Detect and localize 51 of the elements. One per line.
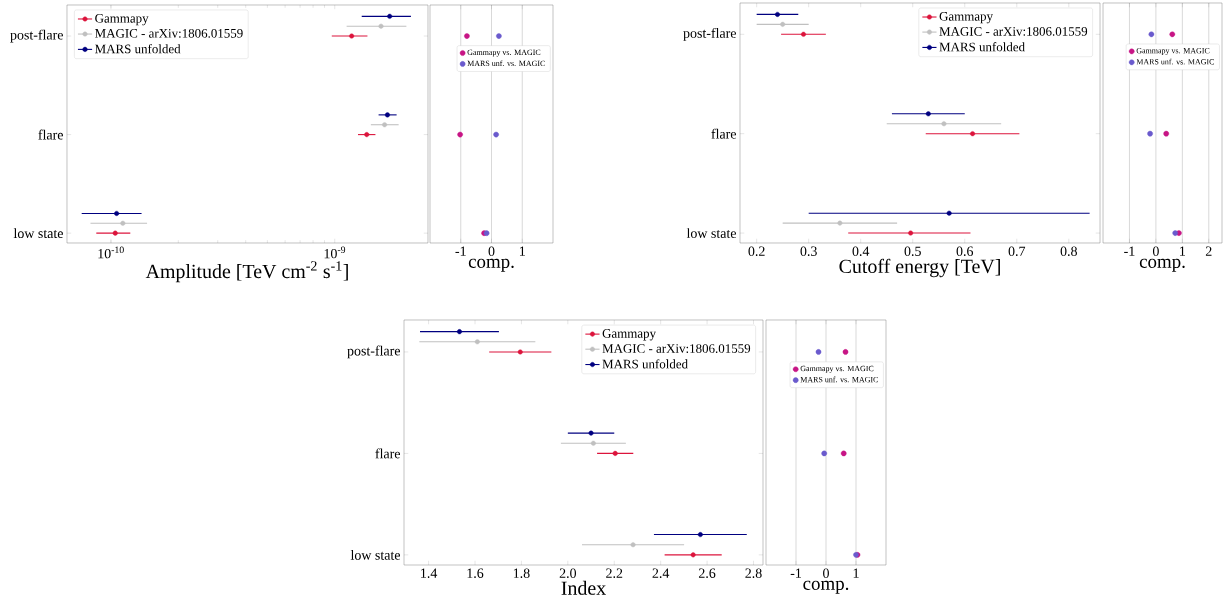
x-axis-title: Cutoff energy [TeV] [839,258,1000,278]
x-axis-title: comp. [803,580,849,594]
x-tick-label: 0.5 [904,246,921,256]
legend-label: MARS unfolded [939,42,1025,52]
x-axis-title: comp. [1139,258,1185,272]
x-tick-label: 1 [1180,246,1185,256]
x-tick-label: 0.4 [852,246,870,256]
y-tick-label: low state [350,549,400,560]
x-tick-label: 0.7 [1008,246,1026,256]
x-tick-label: 0 [1152,246,1159,256]
y-tick-label: flare [711,128,736,139]
x-tick-label: 1.6 [467,568,484,578]
x-tick-label: 2 [1205,246,1212,256]
y-tick-label: flare [375,448,400,459]
x-tick-label: 2.2 [606,568,623,578]
x-axis-title: Index [561,580,606,595]
x-tick-label: 2.8 [745,568,762,578]
x-tick-label: 0.6 [956,246,974,256]
x-tick-label: 0.8 [1060,246,1077,256]
x-tick-label: 1 [519,246,525,256]
x-tick-label: -1 [790,568,801,578]
x-tick-label: 2.4 [652,568,670,578]
legend-label: MAGIC - arXiv:1806.01559 [939,27,1088,36]
x-tick-label: 1.4 [421,568,438,578]
legend-label: MARS unfolded [602,359,688,369]
legend-label: Gammapy [95,13,149,26]
y-tick-label: low state [13,228,63,239]
legend-label: Gammapy [602,329,656,341]
x-tick-label: 10$^{-9}$ [324,246,346,259]
y-tick-label: post-flare [10,29,63,43]
x-tick-label: 1 [853,568,859,578]
legend-label: MAGIC - arXiv:1806.01559 [95,28,243,38]
legend-label: Gammapy [939,11,993,24]
legend-label: MAGIC - arXiv:1806.01559 [602,344,751,353]
y-tick-label: post-flare [347,345,400,359]
x-tick-label: 0 [488,246,495,256]
x-tick-label: 2.6 [698,568,716,578]
y-tick-label: low state [686,228,736,238]
x-tick-label: 1.8 [513,568,530,578]
y-tick-label: post-flare [683,27,736,41]
x-tick-label: -1 [455,246,466,256]
x-axis-title: comp. [468,258,514,272]
x-tick-label: 2.0 [559,568,577,578]
y-tick-label: flare [38,129,63,140]
x-axis-title: Amplitude [TeV cm$^{-2}$ s$^{-1}$] [145,261,348,283]
x-tick-label: 0 [823,568,829,578]
x-tick-label: 10$^{-10}$ [98,246,124,259]
legend-label: MARS unfolded [95,44,181,54]
x-tick-label: 0.2 [748,246,765,256]
x-tick-label: -1 [1124,246,1135,256]
x-tick-label: 0.3 [800,246,817,256]
